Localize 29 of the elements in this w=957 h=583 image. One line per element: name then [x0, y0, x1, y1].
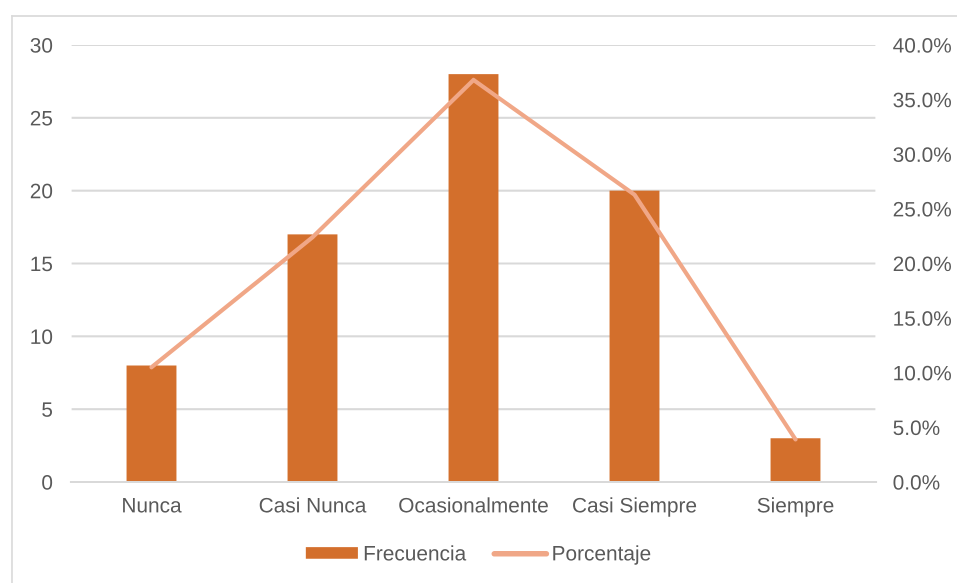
- y2-tick-label: 5.0%: [894, 420, 940, 436]
- y-tick-label: 5: [42, 402, 52, 417]
- y-tick-label: 30: [30, 38, 52, 53]
- y-tick-label: 15: [31, 256, 52, 272]
- x-tick-label: Ocasionalmente: [399, 497, 548, 513]
- y-tick-label: 20: [30, 184, 52, 198]
- y2-tick-label: 15.0%: [894, 311, 951, 326]
- y2-tick-label: 10.0%: [894, 366, 951, 381]
- y2-tick-label: 20.0%: [894, 256, 951, 272]
- y-tick-label: 0: [42, 475, 52, 490]
- y-tick-label: 25: [30, 110, 52, 126]
- bar: [126, 365, 176, 482]
- x-tick-label: Casi Siempre: [573, 497, 696, 517]
- x-tick-label: Siempre: [758, 497, 834, 517]
- y2-tick-label: 25.0%: [894, 202, 951, 217]
- legend-label: Porcentaje: [553, 545, 650, 565]
- x-tick-label: Nunca: [123, 498, 182, 513]
- line-series: [149, 78, 798, 442]
- bar: [610, 190, 660, 482]
- bar: [288, 234, 338, 482]
- legend-label: Frecuencia: [364, 545, 466, 561]
- y2-tick-label: 35.0%: [893, 92, 951, 108]
- y2-tick-label: 40.0%: [893, 38, 951, 53]
- y2-tick-label: 0.0%: [893, 475, 940, 490]
- bar: [770, 438, 820, 482]
- x-tick-label: Casi Nunca: [260, 497, 366, 513]
- y2-tick-label: 30.0%: [893, 147, 951, 162]
- bar: [448, 74, 498, 482]
- y-tick-label: 10: [31, 329, 52, 344]
